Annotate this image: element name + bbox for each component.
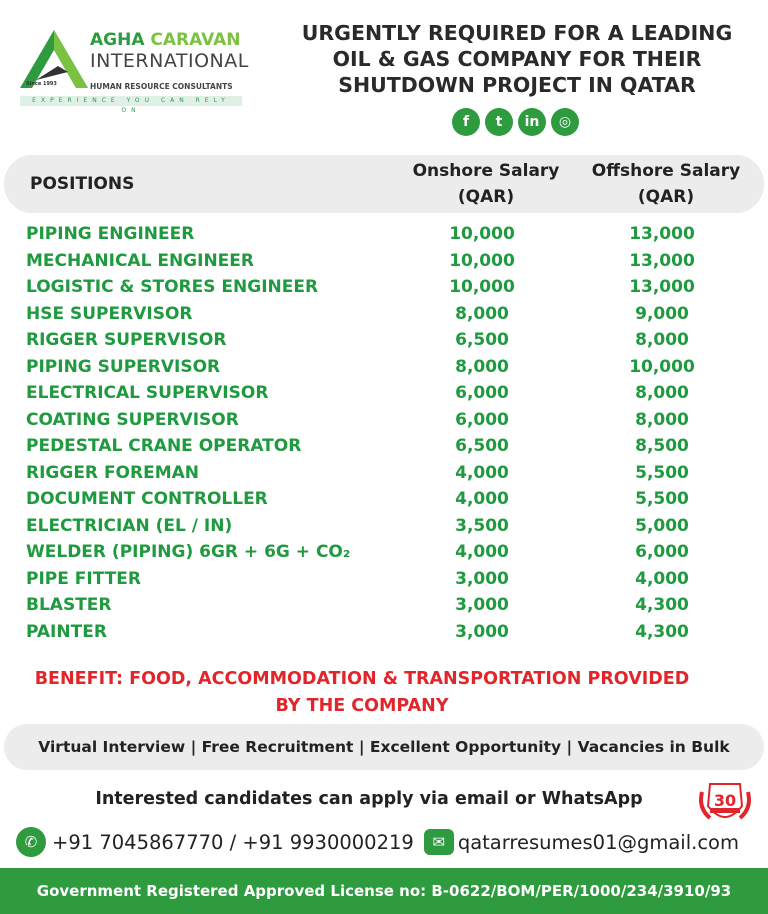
brand-name: AGHA CARAVAN: [90, 30, 241, 50]
table-row: PAINTER 3,000 4,300: [0, 619, 768, 646]
table-row: PIPING ENGINEER 10,000 13,000: [0, 221, 768, 248]
position-name: PIPING ENGINEER: [26, 224, 195, 244]
position-name: PIPING SUPERVISOR: [26, 356, 221, 377]
table-row: DOCUMENT CONTROLLER 4,000 5,500: [0, 486, 768, 513]
email-address[interactable]: qatarresumes01@gmail.com: [457, 830, 739, 854]
twitter-icon[interactable]: t: [485, 108, 513, 136]
onshore-salary: 6,500: [455, 330, 509, 350]
offshore-salary: 9,000: [635, 303, 689, 324]
position-name: RIGGER SUPERVISOR: [26, 330, 227, 350]
offshore-salary: 5,500: [635, 489, 689, 509]
onshore-salary: 8,000: [455, 303, 509, 324]
offshore-salary: 6,000: [635, 542, 689, 562]
table-row: WELDER (PIPING) 6GR + 6G + CO₂ 4,000 6,000: [0, 539, 768, 566]
anniversary-badge: 30: [696, 778, 754, 830]
position-name: HSE SUPERVISOR: [26, 303, 193, 324]
brand-subtitle: HUMAN RESOURCE CONSULTANTS: [90, 82, 233, 91]
offshore-salary: 5,500: [635, 462, 689, 483]
table-row: ELECTRICAL SUPERVISOR 6,000 8,000: [0, 380, 768, 407]
onshore-salary: 6,500: [455, 436, 509, 456]
position-name: WELDER (PIPING) 6GR + 6G + CO₂: [26, 542, 351, 562]
onshore-salary: 3,500: [455, 515, 509, 536]
tagline: EXPERIENCE YOU CAN RELY ON: [20, 96, 242, 114]
badge-number: 30: [714, 791, 736, 810]
offshore-salary: 8,500: [635, 436, 689, 456]
since-label: Since 1993: [26, 81, 57, 87]
highlights-bar: Virtual Interview | Free Recruitment | E…: [4, 724, 764, 770]
offshore-salary: 4,300: [635, 595, 689, 615]
position-name: PIPE FITTER: [26, 568, 141, 589]
onshore-salary: 3,000: [455, 568, 509, 589]
contact-info: ✆ +91 7045867770 / +91 9930000219 ✉ qata…: [16, 826, 739, 858]
facebook-icon[interactable]: f: [452, 108, 480, 136]
table-row: MECHANICAL ENGINEER 10,000 13,000: [0, 248, 768, 275]
onshore-salary: 3,000: [455, 621, 509, 642]
position-name: MECHANICAL ENGINEER: [26, 250, 254, 271]
header-offshore: Offshore Salary (QAR): [591, 161, 741, 207]
table-row: PEDESTAL CRANE OPERATOR 6,500 8,500: [0, 433, 768, 460]
onshore-salary: 4,000: [455, 462, 509, 483]
position-name: COATING SUPERVISOR: [26, 409, 239, 430]
onshore-salary: 3,000: [455, 595, 509, 615]
table-row: ELECTRICIAN (EL / IN) 3,500 5,000: [0, 513, 768, 540]
onshore-salary: 8,000: [455, 356, 509, 377]
badge-shield-icon: 30: [699, 783, 751, 820]
apply-instructions: Interested candidates can apply via emai…: [95, 789, 643, 809]
company-logo: Since 1993 AGHA CARAVAN INTERNATIONAL HU…: [18, 28, 249, 114]
table-row: PIPING SUPERVISOR 8,000 10,000: [0, 354, 768, 381]
onshore-salary: 4,000: [455, 542, 509, 562]
table-row: HSE SUPERVISOR 8,000 9,000: [0, 301, 768, 328]
license-footer: Government Registered Approved License n…: [0, 868, 768, 914]
headline: URGENTLY REQUIRED FOR A LEADING OIL & GA…: [301, 21, 733, 97]
instagram-icon[interactable]: ◎: [551, 108, 579, 136]
offshore-salary: 8,000: [635, 409, 689, 430]
onshore-salary: 10,000: [449, 224, 515, 244]
email-icon: ✉: [423, 829, 454, 855]
position-name: DOCUMENT CONTROLLER: [26, 489, 268, 509]
brand-line2: INTERNATIONAL: [90, 50, 249, 72]
offshore-salary: 8,000: [635, 330, 689, 350]
position-name: BLASTER: [26, 595, 112, 615]
onshore-salary: 4,000: [455, 489, 509, 509]
phone-numbers[interactable]: +91 7045867770 / +91 9930000219: [52, 830, 414, 854]
offshore-salary: 10,000: [629, 356, 695, 377]
whatsapp-phone-icon: ✆: [16, 827, 46, 857]
logo-triangle-icon: [20, 30, 88, 88]
header-positions: POSITIONS: [30, 174, 135, 194]
position-name: ELECTRICAL SUPERVISOR: [26, 383, 269, 403]
table-row: PIPE FITTER 3,000 4,000: [0, 566, 768, 593]
table-header: POSITIONS Onshore Salary (QAR) Offshore S…: [4, 155, 764, 213]
offshore-salary: 5,000: [635, 515, 689, 536]
header-onshore: Onshore Salary (QAR): [412, 161, 560, 207]
position-name: PEDESTAL CRANE OPERATOR: [26, 436, 302, 456]
position-name: LOGISTIC & STORES ENGINEER: [26, 277, 319, 297]
onshore-salary: 10,000: [449, 250, 515, 271]
table-row: RIGGER SUPERVISOR 6,500 8,000: [0, 327, 768, 354]
table-row: COATING SUPERVISOR 6,000 8,000: [0, 407, 768, 434]
position-name: RIGGER FOREMAN: [26, 462, 200, 483]
onshore-salary: 6,000: [455, 383, 509, 403]
offshore-salary: 4,000: [635, 568, 689, 589]
onshore-salary: 6,000: [455, 409, 509, 430]
offshore-salary: 13,000: [629, 250, 695, 271]
position-name: ELECTRICIAN (EL / IN): [26, 515, 233, 536]
offshore-salary: 13,000: [629, 277, 695, 297]
onshore-salary: 10,000: [449, 277, 515, 297]
positions-table: PIPING ENGINEER 10,000 13,000 MECHANICAL EN…: [0, 221, 768, 645]
benefit-text: BENEFIT: FOOD, ACCOMMODATION & TRANSPORT…: [34, 669, 690, 716]
position-name: PAINTER: [26, 621, 107, 642]
linkedin-icon[interactable]: in: [518, 108, 546, 136]
table-row: RIGGER FOREMAN 4,000 5,500: [0, 460, 768, 487]
table-row: LOGISTIC & STORES ENGINEER 10,000 13,000: [0, 274, 768, 301]
offshore-salary: 8,000: [635, 383, 689, 403]
offshore-salary: 4,300: [635, 621, 689, 642]
table-row: BLASTER 3,000 4,300: [0, 592, 768, 619]
offshore-salary: 13,000: [629, 224, 695, 244]
social-links: f t in ◎: [452, 108, 579, 136]
